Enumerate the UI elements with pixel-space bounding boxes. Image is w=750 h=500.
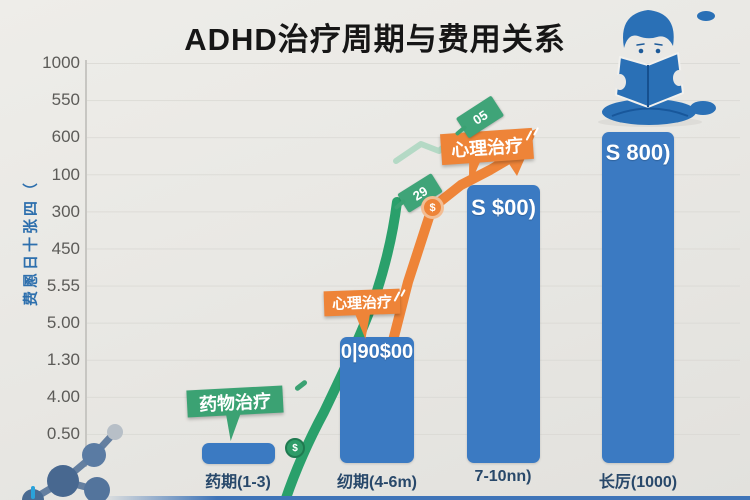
x-tick-label: 长厉(1000) xyxy=(598,474,678,491)
y-tick: 450 xyxy=(51,239,80,258)
chart-title: ADHD治疗周期与费用关系 xyxy=(184,22,566,57)
y-tick: 4.00 xyxy=(46,387,80,406)
bar-stage1 xyxy=(202,443,275,464)
dollar-marker-green-icon: $ xyxy=(285,438,305,458)
y-tick: 550 xyxy=(51,90,80,109)
y-axis-line xyxy=(85,60,87,467)
banner-psychotherapy-mid-pointer xyxy=(354,311,374,340)
bottom-strip xyxy=(100,496,750,500)
molecule-chain-decoration-icon xyxy=(22,424,123,500)
y-tick: 600 xyxy=(51,127,80,146)
x-tick-label: 药期(1-3) xyxy=(205,474,271,491)
bar-value-label: 0|90$00 xyxy=(340,341,414,363)
bar-stage2: 0|90$00 xyxy=(340,337,414,463)
y-tick: 0.50 xyxy=(46,424,80,443)
y-tick: 5.00 xyxy=(46,313,80,332)
bar-value-label: S $00) xyxy=(471,195,536,220)
banner-psychotherapy-top: 心理治疗 xyxy=(440,127,534,166)
y-tick: 1.30 xyxy=(46,350,80,369)
y-tick: 300 xyxy=(51,202,80,221)
bar-stage3: S $00) xyxy=(467,185,540,463)
child-reading-illustration-icon xyxy=(598,10,716,127)
x-tick-label: 7-10nn) xyxy=(474,468,532,485)
dollar-marker-orange-icon: $ xyxy=(421,196,444,219)
y-tick: 1000 xyxy=(42,53,80,72)
bar-stage4: S 800) xyxy=(602,132,674,463)
bar-value-label: S 800) xyxy=(605,140,671,165)
y-tick: 5.55 xyxy=(46,276,80,295)
x-tick-label: 纫期(4-6m) xyxy=(336,474,417,491)
banner-medication-pointer xyxy=(222,410,242,442)
y-tick: 100 xyxy=(51,165,80,184)
